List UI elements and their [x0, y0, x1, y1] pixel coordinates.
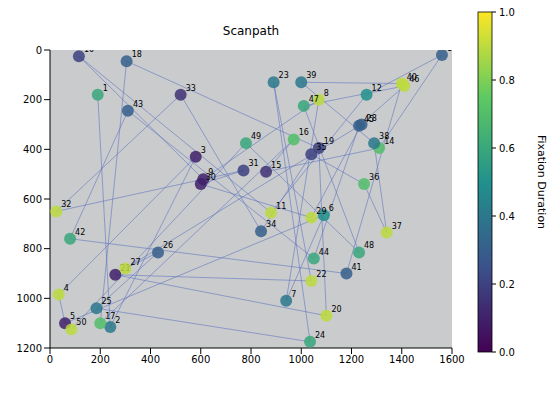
svg-text:37: 37 — [392, 222, 402, 231]
svg-text:1200: 1200 — [339, 354, 364, 365]
svg-text:4: 4 — [64, 284, 69, 293]
svg-text:42: 42 — [75, 228, 85, 237]
svg-text:0.4: 0.4 — [499, 211, 515, 222]
svg-text:25: 25 — [101, 297, 111, 306]
svg-text:400: 400 — [23, 144, 42, 155]
svg-text:50: 50 — [76, 318, 86, 327]
svg-text:200: 200 — [23, 94, 42, 105]
svg-text:33: 33 — [186, 84, 196, 93]
svg-text:45: 45 — [364, 115, 374, 124]
svg-text:400: 400 — [141, 354, 160, 365]
svg-text:8: 8 — [324, 89, 329, 98]
svg-text:5: 5 — [70, 312, 75, 321]
svg-text:600: 600 — [191, 354, 210, 365]
svg-text:1000: 1000 — [289, 354, 314, 365]
svg-text:26: 26 — [163, 241, 173, 250]
svg-text:1400: 1400 — [389, 354, 414, 365]
svg-text:0.8: 0.8 — [499, 75, 515, 86]
svg-text:200: 200 — [91, 354, 110, 365]
svg-text:20: 20 — [331, 305, 341, 314]
svg-text:34: 34 — [266, 220, 276, 229]
svg-text:15: 15 — [271, 161, 281, 170]
svg-text:0.6: 0.6 — [499, 143, 515, 154]
svg-text:800: 800 — [241, 354, 260, 365]
svg-text:1: 1 — [103, 84, 108, 93]
svg-text:Fixation Duration: Fixation Duration — [535, 135, 548, 229]
svg-text:22: 22 — [316, 270, 326, 279]
svg-text:2: 2 — [115, 316, 120, 325]
svg-text:35: 35 — [316, 143, 326, 152]
svg-text:14: 14 — [384, 137, 395, 147]
svg-text:41: 41 — [351, 263, 361, 272]
svg-text:10: 10 — [84, 50, 94, 54]
svg-text:1200: 1200 — [17, 343, 42, 354]
svg-text:17: 17 — [105, 312, 115, 321]
svg-text:0: 0 — [47, 354, 53, 365]
svg-text:11: 11 — [276, 202, 286, 211]
svg-text:1000: 1000 — [17, 293, 42, 304]
svg-text:1600: 1600 — [439, 354, 464, 365]
svg-text:27: 27 — [130, 258, 140, 267]
svg-text:46: 46 — [409, 75, 419, 84]
svg-text:0: 0 — [36, 45, 42, 56]
svg-text:44: 44 — [319, 248, 329, 257]
svg-text:19: 19 — [323, 137, 334, 147]
svg-text:7: 7 — [291, 290, 296, 299]
svg-text:48: 48 — [364, 241, 374, 250]
svg-text:0.2: 0.2 — [499, 279, 515, 290]
svg-text:6: 6 — [329, 204, 334, 213]
svg-text:23: 23 — [279, 71, 289, 80]
svg-text:800: 800 — [23, 243, 42, 254]
svg-text:49: 49 — [251, 132, 261, 141]
svg-text:13: 13 — [447, 50, 452, 53]
svg-text:30: 30 — [206, 173, 216, 182]
svg-text:3: 3 — [201, 146, 206, 155]
svg-text:38: 38 — [379, 132, 389, 141]
svg-text:39: 39 — [306, 71, 316, 80]
svg-text:43: 43 — [133, 100, 143, 109]
svg-text:31: 31 — [248, 159, 258, 168]
svg-text:0.0: 0.0 — [499, 347, 515, 358]
svg-text:24: 24 — [315, 331, 325, 340]
svg-text:29: 29 — [316, 207, 326, 216]
html-text:Scanpath: Scanpath — [222, 24, 280, 38]
svg-text:47: 47 — [309, 95, 319, 104]
svg-text:18: 18 — [132, 50, 142, 59]
svg-text:32: 32 — [61, 200, 71, 209]
svg-text:12: 12 — [372, 84, 382, 93]
svg-text:16: 16 — [299, 128, 309, 137]
svg-text:36: 36 — [369, 173, 379, 182]
svg-text:1.0: 1.0 — [499, 7, 515, 18]
svg-text:600: 600 — [23, 194, 42, 205]
